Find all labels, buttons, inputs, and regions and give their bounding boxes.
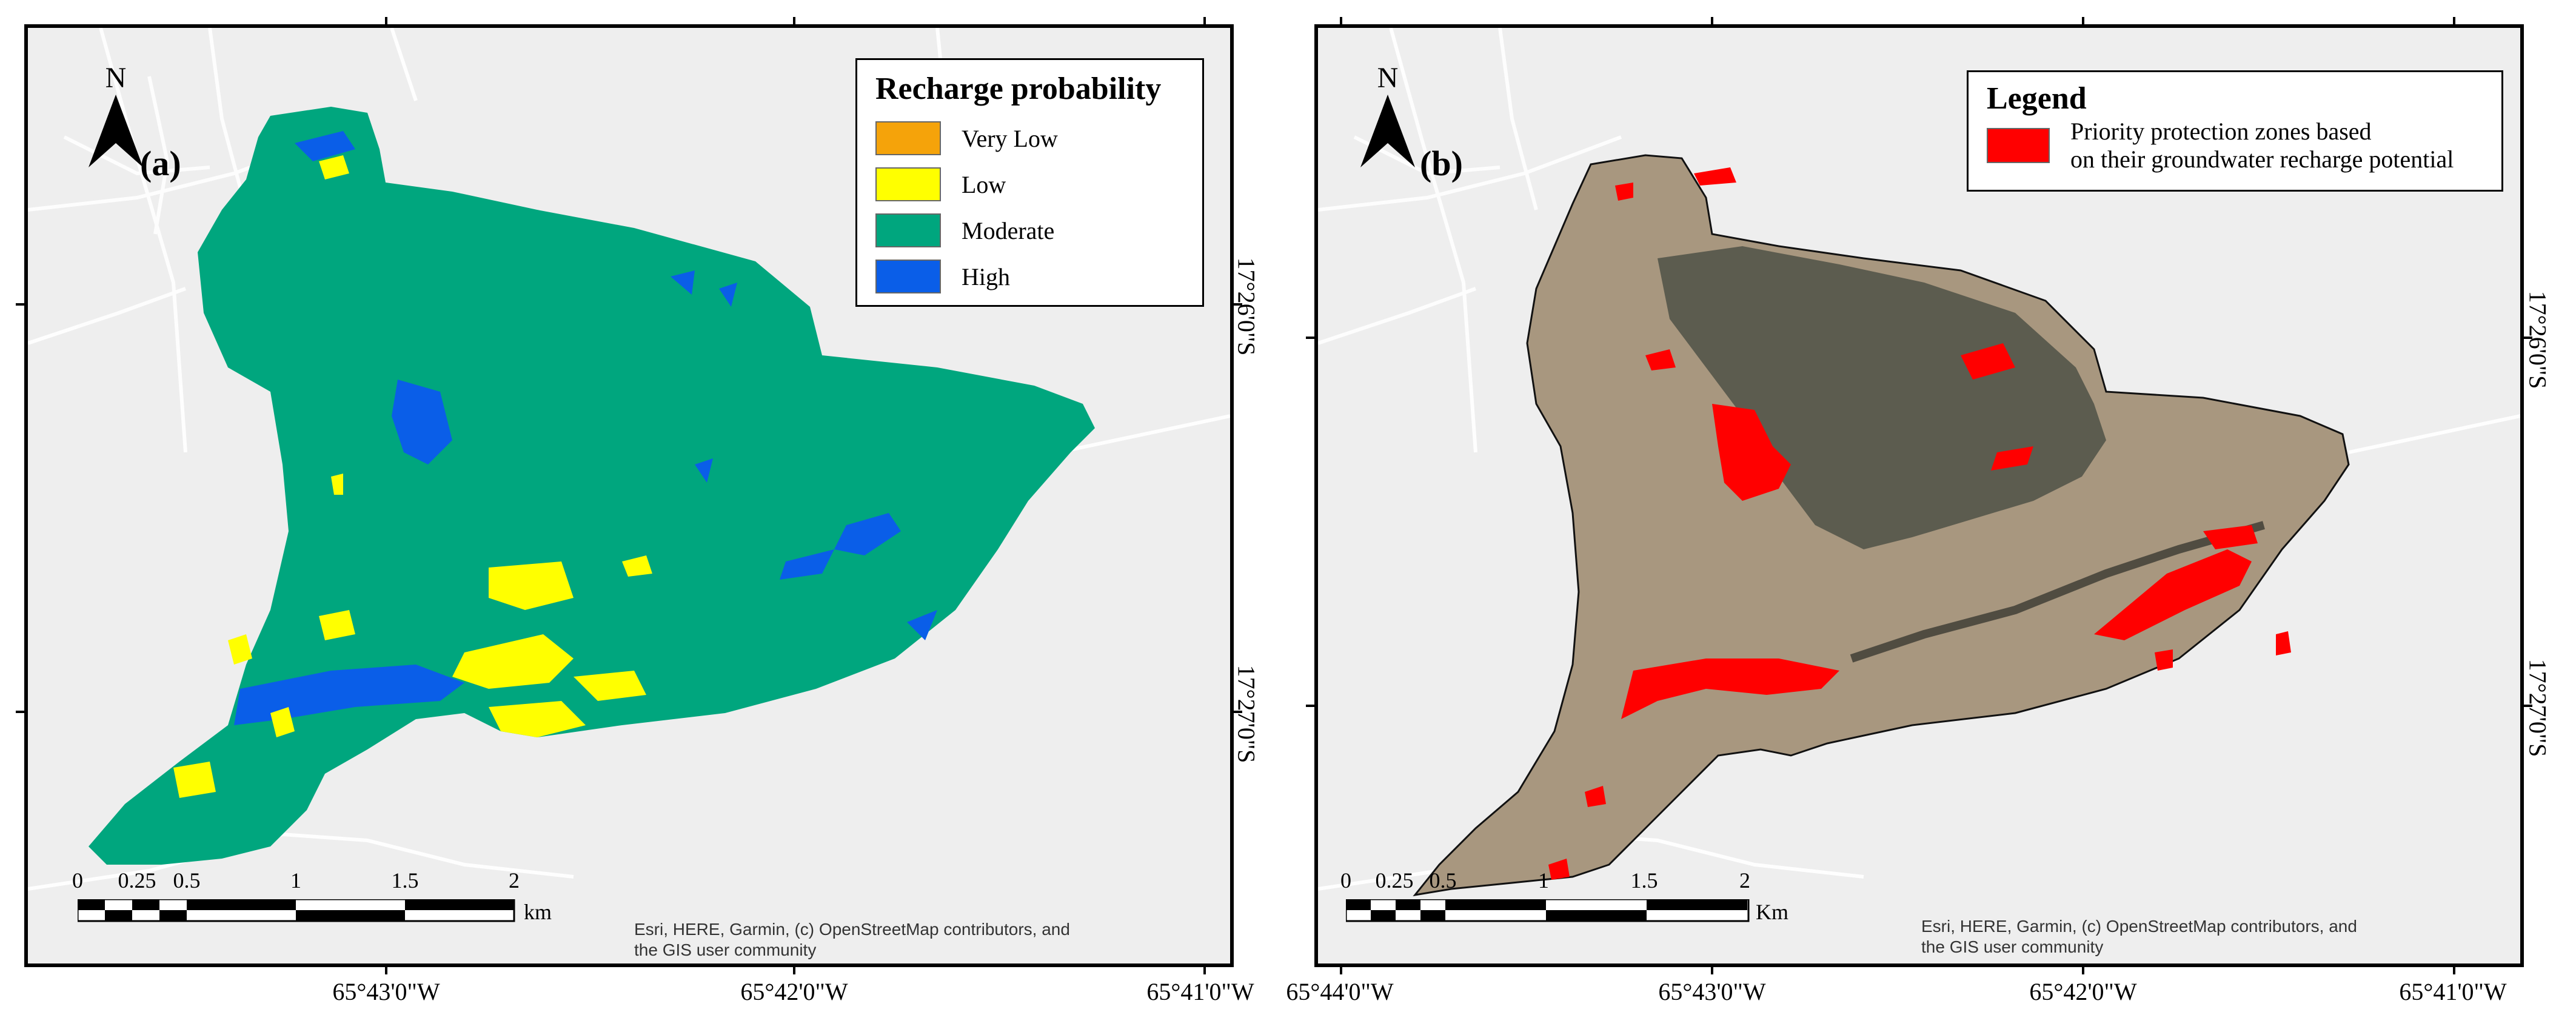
longitude-label: 65°42'0"W: [740, 978, 848, 1005]
legend-label: Priority protection zones based: [2070, 118, 2372, 145]
north-arrow-icon: [89, 95, 143, 167]
scale-tick: 1: [1538, 868, 1549, 893]
attribution-line: the GIS user community: [1921, 937, 2104, 956]
scale-unit: Km: [1756, 900, 1788, 924]
legend-title: Legend: [1987, 81, 2087, 116]
legend-item-low: Low: [875, 161, 1184, 207]
axis-tick: [1306, 337, 1314, 339]
priority-protection-zones: [1548, 167, 2291, 880]
map-panel-b: N (b) Legend Priority protection zones b…: [1314, 24, 2524, 967]
north-label: N: [105, 62, 127, 94]
swatch-moderate: [875, 213, 941, 247]
swatch-priority: [1987, 128, 2050, 163]
legend-item-moderate: Moderate: [875, 207, 1184, 253]
longitude-label: 65°41'0"W: [1146, 978, 1254, 1005]
axis-tick: [2453, 17, 2455, 25]
legend: Legend Priority protection zones based o…: [1967, 70, 2503, 192]
axis-tick: [1234, 711, 1242, 713]
scale-tick: 1.5: [1630, 868, 1658, 893]
scale-unit: km: [524, 900, 552, 924]
legend-item-very-low: Very Low: [875, 115, 1184, 161]
legend-label: on their groundwater recharge potential: [2070, 146, 2454, 173]
high-recharge-zones: [234, 131, 937, 725]
scale-tick: 0: [1340, 868, 1351, 893]
axis-tick: [793, 966, 795, 974]
axis-tick: [1203, 17, 1206, 25]
attribution: Esri, HERE, Garmin, (c) OpenStreetMap co…: [634, 919, 1070, 960]
axis-tick: [16, 711, 24, 713]
legend-label: Low: [962, 170, 1006, 198]
axis-tick: [2453, 966, 2455, 974]
axis-tick: [1340, 966, 1342, 974]
legend-item-high: High: [875, 253, 1184, 300]
scale-bar: 0 0.25 0.5 1 1.5 2 km: [52, 868, 561, 959]
scale-tick: 0: [72, 868, 83, 893]
axis-tick: [385, 966, 387, 974]
panel-label: (a): [140, 144, 181, 183]
axis-tick: [1711, 966, 1713, 974]
priority-zones-map: [1318, 28, 2520, 897]
north-label: N: [1377, 62, 1399, 94]
axis-tick: [2082, 17, 2084, 25]
longitude-label: 65°44'0"W: [1286, 978, 1394, 1005]
scale-tick: 0.5: [1429, 868, 1457, 893]
axis-tick: [2082, 966, 2084, 974]
scale-tick: 0.25: [1375, 868, 1414, 893]
scale-tick: 2: [509, 868, 520, 893]
scale-bar: 0 0.25 0.5 1 1.5 2 Km: [1330, 868, 1815, 959]
axis-tick: [2524, 705, 2532, 707]
attribution-line: the GIS user community: [634, 940, 817, 959]
legend-label: High: [962, 263, 1010, 290]
ridge-shadow: [1850, 521, 2265, 663]
longitude-label: 65°43'0"W: [332, 978, 440, 1005]
axis-tick: [1711, 17, 1713, 25]
latitude-label: 17°27'0"S: [2524, 658, 2552, 757]
longitude-label: 65°41'0"W: [2399, 978, 2507, 1005]
latitude-label: 17°27'0"S: [1233, 665, 1260, 763]
axis-tick: [1234, 303, 1242, 306]
scale-tick: 1.5: [391, 868, 419, 893]
scale-tick: 2: [1739, 868, 1750, 893]
legend-title: Recharge probability: [875, 72, 1162, 106]
legend-item-priority: Priority protection zones based on their…: [1987, 118, 2483, 173]
scale-bar-graphic: [78, 899, 515, 922]
north-arrow-icon: [1360, 95, 1415, 167]
axis-tick: [1306, 705, 1314, 707]
axis-tick: [16, 303, 24, 306]
north-arrow: N: [1360, 61, 1415, 170]
attribution-line: Esri, HERE, Garmin, (c) OpenStreetMap co…: [634, 920, 1070, 939]
attribution-line: Esri, HERE, Garmin, (c) OpenStreetMap co…: [1921, 917, 2357, 936]
recharge-probability-map: [28, 28, 1230, 891]
longitude-label: 65°42'0"W: [2029, 978, 2137, 1005]
north-arrow: N: [89, 61, 143, 170]
latitude-label: 17°26'0"S: [2524, 290, 2552, 389]
swatch-low: [875, 167, 941, 201]
latitude-label: 17°26'0"S: [1233, 257, 1260, 356]
scale-tick: 1: [290, 868, 301, 893]
low-recharge-zones: [173, 155, 652, 798]
scale-bar-graphic: [1346, 899, 1750, 922]
scale-tick: 0.25: [118, 868, 156, 893]
axis-tick: [1203, 966, 1206, 974]
longitude-label: 65°43'0"W: [1658, 978, 1766, 1005]
panel-label: (b): [1420, 144, 1463, 183]
axis-tick: [2524, 337, 2532, 339]
map-panel-a: N (a) Recharge probability Very Low Low …: [24, 24, 1234, 967]
axis-tick: [385, 17, 387, 25]
legend-label: Very Low: [962, 124, 1058, 152]
legend: Recharge probability Very Low Low Modera…: [855, 58, 1204, 307]
forested-area: [1658, 246, 2106, 549]
legend-label: Moderate: [962, 216, 1055, 244]
swatch-very-low: [875, 121, 941, 155]
swatch-high: [875, 260, 941, 293]
scale-tick: 0.5: [173, 868, 201, 893]
attribution: Esri, HERE, Garmin, (c) OpenStreetMap co…: [1921, 916, 2357, 957]
axis-tick: [793, 17, 795, 25]
axis-tick: [1340, 17, 1342, 25]
